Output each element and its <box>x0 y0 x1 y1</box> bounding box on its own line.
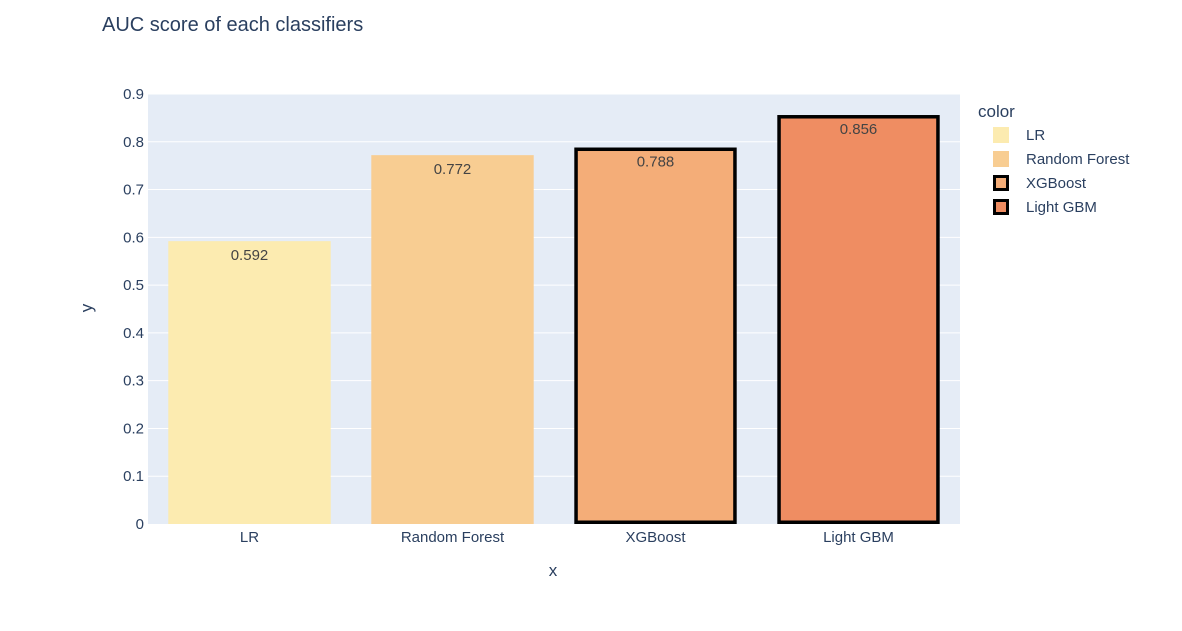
legend-items: LR Random Forest XGBoost Light GBM <box>993 127 1130 216</box>
x-axis-title: x <box>549 561 558 580</box>
y-tick-label: 0.1 <box>123 468 144 485</box>
bar <box>777 115 940 525</box>
x-tick-label: XGBoost <box>625 529 686 546</box>
bar-value-label: 0.788 <box>637 154 675 171</box>
legend-swatch <box>993 199 1009 215</box>
legend-swatch <box>993 127 1009 143</box>
bar <box>371 155 534 524</box>
bar-value-label: 0.772 <box>434 161 472 178</box>
bars <box>168 115 940 525</box>
bar-value-label: 0.592 <box>231 247 269 264</box>
legend-label: Light GBM <box>1026 199 1097 216</box>
y-tick-label: 0.6 <box>123 229 144 246</box>
data-labels: 0.592 0.772 0.788 0.856 <box>231 121 878 264</box>
x-axis-ticks: LR Random Forest XGBoost Light GBM <box>240 529 894 546</box>
legend-swatch <box>993 175 1009 191</box>
legend-label: Random Forest <box>1026 151 1130 168</box>
bar <box>574 147 737 524</box>
x-tick-label: LR <box>240 529 259 546</box>
y-tick-label: 0.9 <box>123 86 144 103</box>
y-tick-label: 0.4 <box>123 325 144 342</box>
y-tick-label: 0.8 <box>123 134 144 151</box>
y-tick-label: 0.5 <box>123 277 144 294</box>
x-tick-label: Random Forest <box>401 529 505 546</box>
legend-label: LR <box>1026 127 1045 144</box>
y-tick-label: 0.2 <box>123 420 144 437</box>
chart-title: AUC score of each classifiers <box>102 14 363 36</box>
legend-title: color <box>978 102 1015 121</box>
legend-swatch <box>993 151 1009 167</box>
y-tick-label: 0.3 <box>123 373 144 390</box>
y-axis-ticks: 0 0.1 0.2 0.3 0.4 0.5 0.6 0.7 0.8 0.9 <box>123 86 144 533</box>
legend-label: XGBoost <box>1026 175 1087 192</box>
bar <box>168 241 331 524</box>
y-tick-label: 0 <box>136 516 144 533</box>
x-tick-label: Light GBM <box>823 529 894 546</box>
y-axis-title: y <box>77 303 96 312</box>
y-tick-label: 0.7 <box>123 182 144 199</box>
bar-value-label: 0.856 <box>840 121 878 138</box>
legend: color LR Random Forest XGBoost Light GBM <box>978 102 1130 216</box>
